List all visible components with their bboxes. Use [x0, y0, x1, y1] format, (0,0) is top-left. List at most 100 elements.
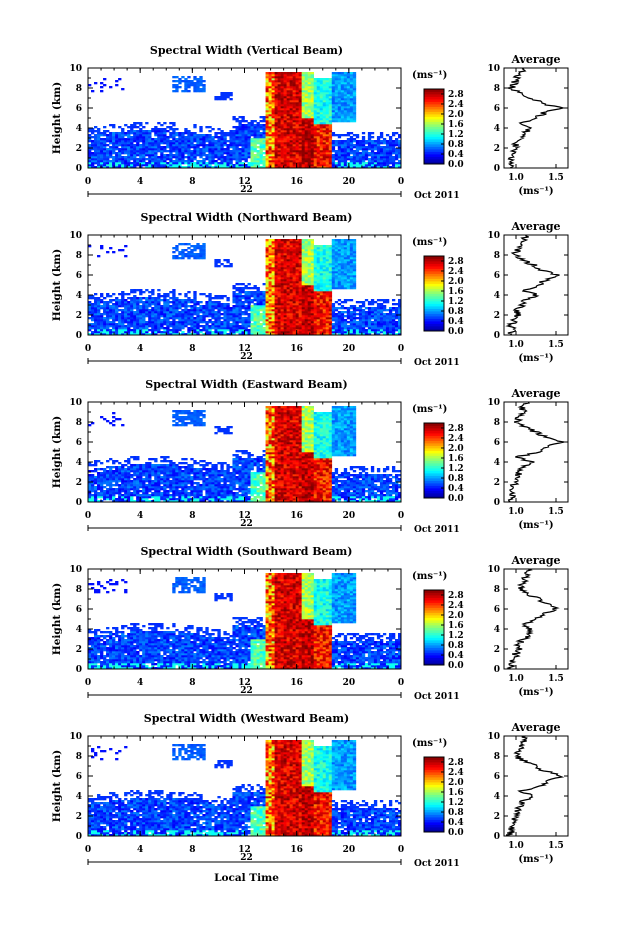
heatmap-cell: [115, 303, 119, 306]
heatmap-cell: [319, 142, 324, 145]
heatmap-cell: [112, 307, 116, 310]
heatmap-cell: [304, 287, 308, 290]
heatmap-cell: [328, 90, 333, 93]
heatmap-cell: [211, 323, 215, 326]
heatmap-cell: [124, 317, 128, 320]
heatmap-cell: [268, 311, 272, 314]
heatmap-cell: [256, 154, 260, 157]
heatmap-cell: [133, 327, 137, 330]
heatmap-cell: [244, 325, 248, 328]
heatmap-cell: [94, 293, 98, 296]
heatmap-cell: [268, 287, 272, 290]
heatmap-cell: [241, 116, 245, 119]
heatmap-cell: [214, 313, 218, 316]
heatmap-cell: [187, 86, 191, 89]
heatmap-cell: [187, 243, 191, 246]
heatmap-cell: [280, 146, 284, 149]
heatmap-cell: [142, 315, 146, 318]
heatmap-cell: [310, 283, 315, 286]
heatmap-cell: [166, 307, 170, 310]
heatmap-cell: [367, 138, 372, 141]
heatmap-cell: [328, 104, 333, 107]
heatmap-cell: [301, 76, 305, 79]
heatmap-cell: [202, 80, 206, 83]
heatmap-cell: [322, 96, 327, 99]
heatmap-cell: [103, 162, 107, 165]
heatmap-cell: [142, 138, 146, 141]
heatmap-cell: [292, 146, 296, 149]
heatmap-cell: [229, 263, 233, 266]
heatmap-cell: [280, 301, 284, 304]
heatmap-cell: [250, 319, 254, 322]
heatmap-cell: [262, 291, 266, 294]
heatmap-cell: [115, 323, 119, 326]
heatmap-cell: [370, 166, 375, 169]
heatmap-cell: [268, 305, 272, 308]
heatmap-cell: [334, 82, 339, 85]
heatmap-cell: [211, 154, 215, 157]
heatmap-cell: [271, 146, 275, 149]
heatmap-cell: [220, 325, 224, 328]
heatmap-cell: [262, 309, 266, 312]
heatmap-cell: [304, 285, 308, 288]
heatmap-cell: [304, 273, 308, 276]
heatmap-cell: [169, 134, 173, 137]
heatmap-cell: [385, 160, 390, 163]
heatmap-cell: [295, 152, 299, 155]
heatmap-cell: [286, 257, 290, 260]
heatmap-cell: [88, 138, 92, 141]
heatmap-cell: [223, 160, 227, 163]
heatmap-cell: [121, 136, 125, 139]
heatmap-cell: [280, 307, 284, 310]
heatmap-cell: [307, 267, 312, 270]
heatmap-cell: [292, 243, 296, 246]
heatmap-cell: [202, 293, 206, 296]
heatmap-cell: [127, 327, 131, 330]
heatmap-cell: [268, 279, 272, 282]
heatmap-cell: [241, 321, 245, 324]
heatmap-cell: [307, 329, 312, 332]
heatmap-cell: [334, 134, 339, 137]
heatmap-cell: [286, 82, 290, 85]
heatmap-cell: [277, 90, 281, 93]
heatmap-cell: [205, 295, 209, 298]
heatmap-cell: [298, 122, 302, 125]
heatmap-cell: [316, 140, 321, 143]
heatmap-cell: [205, 325, 209, 328]
heatmap-cell: [313, 311, 318, 314]
heatmap-cell: [154, 134, 158, 137]
heatmap-cell: [142, 164, 146, 167]
heatmap-cell: [142, 136, 146, 139]
heatmap-cell: [229, 146, 233, 149]
heatmap-cell: [268, 245, 272, 248]
heatmap-cell: [166, 136, 170, 139]
heatmap-cell: [343, 116, 348, 119]
heatmap-cell: [208, 144, 212, 147]
heatmap-cell: [334, 156, 339, 159]
heatmap-cell: [295, 92, 299, 95]
heatmap-cell: [157, 132, 161, 135]
heatmap-cell: [118, 154, 122, 157]
heatmap-cell: [169, 140, 173, 143]
heatmap-cell: [127, 140, 131, 143]
heatmap-cell: [328, 80, 333, 83]
heatmap-cell: [232, 158, 236, 161]
heatmap-cell: [307, 279, 312, 282]
heatmap-cell: [286, 329, 290, 332]
heatmap-cell: [220, 158, 224, 161]
heatmap-cell: [271, 160, 275, 163]
heatmap-cell: [127, 148, 131, 151]
heatmap-cell: [130, 136, 134, 139]
heatmap-cell: [301, 148, 305, 151]
heatmap-cell: [394, 138, 399, 141]
heatmap-cell: [298, 285, 302, 288]
heatmap-cell: [319, 130, 324, 133]
heatmap-cell: [277, 289, 281, 292]
heatmap-cell: [112, 164, 116, 167]
colorbar-swatch: [424, 156, 444, 160]
heatmap-cell: [349, 106, 354, 109]
heatmap-cell: [205, 144, 209, 147]
heatmap-cell: [346, 116, 351, 119]
heatmap-cell: [205, 305, 209, 308]
heatmap-cell: [265, 263, 269, 266]
